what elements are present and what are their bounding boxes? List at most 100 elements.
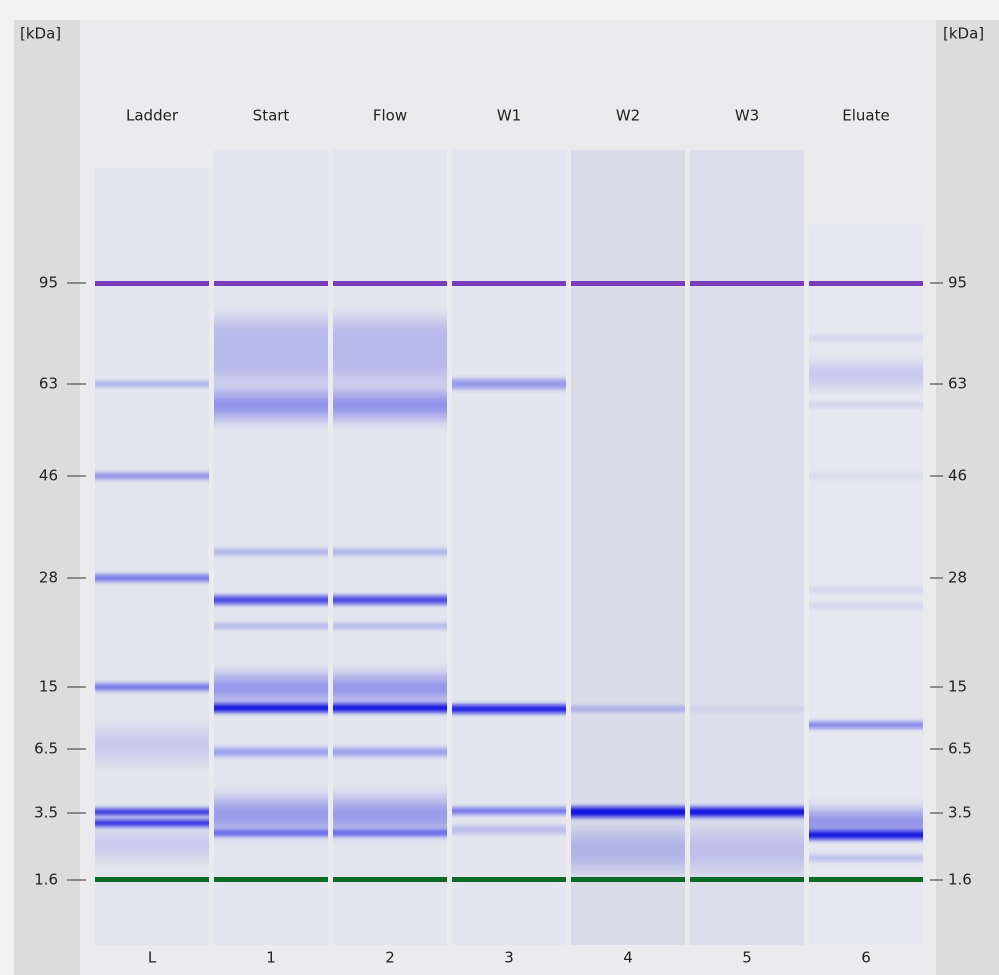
band: [333, 831, 447, 835]
lane-name: W3: [735, 107, 759, 125]
band: [95, 575, 209, 581]
lane-name: Eluate: [842, 107, 889, 125]
gel-view: [kDa] [kDa] LadderLStart1Flow2W13W24W35E…: [0, 0, 999, 975]
left-tick-label: 28: [39, 569, 58, 587]
band: [690, 833, 804, 868]
band: [95, 730, 209, 760]
band: [95, 835, 209, 855]
left-tick-label: 1.6: [34, 871, 58, 889]
band: [214, 704, 328, 712]
band: [333, 320, 447, 380]
band: [809, 831, 923, 839]
band: [333, 748, 447, 756]
left-tick-label: 3.5: [34, 804, 58, 822]
band: [809, 368, 923, 382]
band: [809, 474, 923, 478]
upper-marker: [452, 281, 566, 286]
left-tick-label: 63: [39, 375, 58, 393]
upper-marker: [214, 281, 328, 286]
lane: [690, 150, 804, 945]
band: [95, 820, 209, 826]
band: [809, 855, 923, 861]
band: [571, 807, 685, 817]
left-scale-panel: [14, 20, 80, 975]
upper-marker: [571, 281, 685, 286]
left-unit: [kDa]: [20, 25, 61, 43]
left-tick-label: 46: [39, 467, 58, 485]
upper-marker: [95, 281, 209, 286]
band: [571, 707, 685, 711]
band: [95, 474, 209, 479]
band: [809, 722, 923, 728]
band: [214, 678, 328, 698]
lower-marker: [95, 877, 209, 882]
band: [214, 748, 328, 756]
lower-marker: [571, 877, 685, 882]
band: [214, 800, 328, 830]
lane: [571, 150, 685, 945]
band: [452, 705, 566, 713]
lane-number: 1: [266, 949, 276, 967]
right-tick-label: 15: [948, 678, 967, 696]
right-tick-label: 95: [948, 274, 967, 292]
right-unit: [kDa]: [943, 25, 984, 43]
upper-marker: [690, 281, 804, 286]
upper-marker: [809, 281, 923, 286]
band: [214, 624, 328, 628]
lane-number: 4: [623, 949, 633, 967]
band: [214, 596, 328, 604]
band: [809, 604, 923, 608]
right-tick-label: 1.6: [948, 871, 972, 889]
lane-name: W2: [616, 107, 640, 125]
right-tick-label: 6.5: [948, 740, 972, 758]
right-scale-panel: [936, 20, 999, 975]
lower-marker: [809, 877, 923, 882]
band: [809, 403, 923, 407]
band: [809, 588, 923, 592]
upper-marker: [333, 281, 447, 286]
band: [333, 596, 447, 604]
band: [214, 394, 328, 416]
band: [809, 336, 923, 340]
lane-number: 6: [861, 949, 871, 967]
lower-marker: [452, 877, 566, 882]
band: [333, 624, 447, 628]
band: [214, 550, 328, 555]
right-tick-label: 46: [948, 467, 967, 485]
lower-marker: [214, 877, 328, 882]
left-tick-label: 95: [39, 274, 58, 292]
band: [333, 800, 447, 830]
band: [333, 704, 447, 712]
lane-number: 5: [742, 949, 752, 967]
lower-marker: [333, 877, 447, 882]
band: [95, 382, 209, 386]
band: [452, 826, 566, 834]
band: [333, 550, 447, 555]
band: [214, 831, 328, 835]
band: [452, 808, 566, 814]
lane-number: L: [148, 949, 157, 967]
lane-name: Flow: [373, 107, 407, 125]
band: [452, 379, 566, 389]
band: [690, 808, 804, 817]
band: [95, 684, 209, 690]
right-tick-label: 28: [948, 569, 967, 587]
left-tick-label: 15: [39, 678, 58, 696]
band: [333, 394, 447, 416]
page: {"axis": {"left_unit": "[kDa]", "right_u…: [0, 0, 999, 975]
lane: [452, 150, 566, 945]
band: [571, 833, 685, 868]
lane-number: 2: [385, 949, 395, 967]
band: [690, 708, 804, 711]
right-tick-label: 3.5: [948, 804, 972, 822]
left-tick-label: 6.5: [34, 740, 58, 758]
lane-number: 3: [504, 949, 514, 967]
lane-name: Start: [253, 107, 290, 125]
lane-name: Ladder: [126, 107, 179, 125]
band: [809, 814, 923, 830]
band: [214, 320, 328, 380]
band: [95, 809, 209, 815]
lower-marker: [690, 877, 804, 882]
band: [333, 678, 447, 698]
right-tick-label: 63: [948, 375, 967, 393]
